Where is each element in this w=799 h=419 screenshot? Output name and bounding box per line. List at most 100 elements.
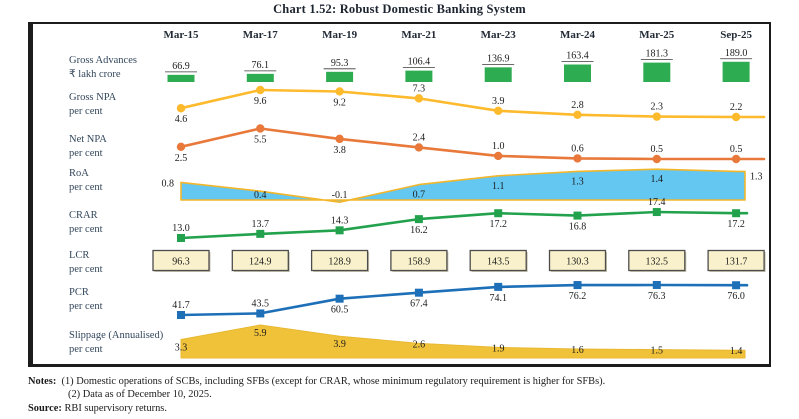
- slippage-annualised-value-label: 2.6: [413, 339, 426, 350]
- pcr-value-label: 76.3: [648, 291, 666, 302]
- net-npa-marker: [176, 142, 186, 151]
- gross-advances-bar: [167, 74, 195, 82]
- lcr-value-label: 128.9: [328, 257, 351, 268]
- net-npa-marker: [256, 124, 265, 133]
- gross-npa-marker: [414, 94, 424, 103]
- column-header: Mar-21: [401, 29, 436, 41]
- gross-advances-value-label: 189.0: [725, 48, 748, 59]
- pcr-marker: [256, 309, 265, 318]
- column-header: Mar-24: [560, 29, 596, 41]
- lcr-value-label: 96.3: [172, 257, 190, 268]
- pcr-marker: [177, 311, 185, 319]
- slippage-annualised-value-label: 1.9: [492, 343, 505, 354]
- roa-value-label: 1.4: [651, 174, 664, 185]
- source-label: Source:: [28, 402, 62, 414]
- lcr-box: [548, 249, 607, 272]
- gross-advances-bar: [326, 71, 354, 82]
- gross-advances-value-label: 106.4: [408, 57, 431, 68]
- gross-npa-marker: [256, 85, 265, 95]
- net-npa-line: [179, 127, 766, 161]
- gross-npa-value-label: 2.2: [730, 102, 743, 113]
- crar-marker: [494, 209, 503, 218]
- slippage-annualised-value-label: 3.9: [333, 339, 346, 350]
- pcr-value-label: 67.4: [410, 299, 428, 310]
- gross-advances-value-label: 136.9: [487, 53, 510, 64]
- crar-value-label: 13.0: [172, 223, 190, 234]
- source-text: RBI supervisory returns.: [64, 402, 167, 414]
- notes-line-1: Notes: (1) Domestic operations of SCBs, …: [28, 375, 792, 388]
- lcr-box: [231, 249, 289, 272]
- roa-value-label: 0.8: [162, 178, 175, 189]
- row-unit-roa: per cent: [69, 182, 103, 193]
- net-npa-value-label: 0.6: [571, 143, 584, 154]
- gross-advances-bar: [484, 67, 512, 82]
- lcr-box: [628, 249, 686, 272]
- pcr-value-label: 76.0: [727, 291, 745, 302]
- crar-value-label: 16.8: [569, 222, 587, 233]
- row-label-crar: CRAR: [69, 210, 98, 221]
- slippage-annualised-value-label: 5.9: [254, 328, 266, 339]
- crar-marker: [256, 229, 265, 238]
- net-npa-marker: [414, 143, 424, 152]
- lcr-value-label: 124.9: [249, 257, 271, 268]
- lcr-box: [390, 249, 448, 272]
- row-unit-slippage-annualised: per cent: [69, 344, 103, 355]
- net-npa-marker: [494, 151, 503, 161]
- roa-value-label: 1.3: [750, 171, 763, 182]
- gross-advances-value-label: 76.1: [252, 60, 269, 71]
- roa-value-label: 1.3: [571, 176, 584, 187]
- net-npa-marker: [731, 154, 741, 164]
- row-unit-lcr: per cent: [69, 264, 103, 275]
- lcr-value-label: 158.9: [408, 257, 431, 268]
- net-npa-marker: [652, 154, 661, 164]
- net-npa-value-label: 2.5: [175, 153, 188, 164]
- slippage-annualised-value-label: 3.3: [175, 343, 188, 354]
- row-unit-gross-advances: ₹ lakh crore: [69, 69, 121, 80]
- gross-advances-bar: [643, 62, 671, 82]
- net-npa-value-label: 1.0: [492, 141, 505, 152]
- slippage-annualised-value-label: 1.4: [730, 346, 743, 357]
- pcr-marker: [573, 281, 582, 290]
- chart-frame: Mar-15 Mar-17 Mar-19 Mar-21 Mar-23 Mar-24 Mar-…: [28, 22, 771, 367]
- crar-value-label: 17.2: [489, 219, 507, 230]
- crar-marker: [335, 226, 344, 235]
- roa-value-label: 0.4: [254, 190, 266, 201]
- crar-value-label: 17.2: [727, 219, 745, 230]
- pcr-marker: [494, 282, 503, 291]
- row-unit-net-npa: per cent: [69, 148, 103, 159]
- gross-npa-value-label: 9.2: [333, 97, 346, 108]
- net-npa-value-label: 3.8: [333, 145, 346, 156]
- row-label-gross-advances: Gross Advances: [69, 55, 137, 66]
- chart-title: Chart 1.52: Robust Domestic Banking Syst…: [273, 2, 526, 16]
- column-header: Sep-25: [720, 29, 752, 41]
- column-header: Mar-19: [322, 29, 358, 41]
- chart-canvas: Mar-15 Mar-17 Mar-19 Mar-21 Mar-23 Mar-24 Mar-…: [69, 29, 766, 359]
- pcr-value-label: 76.2: [569, 291, 587, 302]
- row-label-roa: RoA: [69, 168, 89, 179]
- row-label-net-npa: Net NPA: [69, 134, 107, 145]
- row-label-slippage-annualised: Slippage (Annualised): [69, 330, 164, 341]
- notes-item-1: (1) Domestic operations of SCBs, includi…: [61, 376, 606, 387]
- gross-npa-value-label: 2.8: [571, 100, 584, 111]
- crar-value-label: 14.3: [331, 215, 349, 226]
- lcr-box: [469, 249, 527, 272]
- gross-npa-marker: [731, 112, 741, 122]
- crar-marker: [573, 211, 582, 220]
- roa-value-label: 1.1: [492, 181, 505, 192]
- lcr-value-label: 130.3: [566, 257, 589, 268]
- gross-npa-marker: [176, 104, 186, 113]
- pcr-value-label: 43.5: [252, 298, 269, 309]
- row-label-pcr: PCR: [69, 287, 89, 298]
- gross-advances-value-label: 181.3: [646, 49, 669, 60]
- crar-value-label: 16.2: [410, 225, 428, 236]
- slippage-annualised-value-label: 1.6: [571, 345, 584, 356]
- gross-advances-bar: [246, 73, 274, 82]
- source-line: Source: RBI supervisory returns.: [28, 402, 792, 415]
- pcr-value-label: 60.5: [331, 305, 349, 316]
- crar-marker: [177, 234, 185, 242]
- column-header: Mar-15: [163, 29, 199, 41]
- slippage-annualised-area: [180, 324, 746, 359]
- notes-section: Notes: (1) Domestic operations of SCBs, …: [28, 375, 792, 415]
- pcr-value-label: 41.7: [172, 300, 190, 311]
